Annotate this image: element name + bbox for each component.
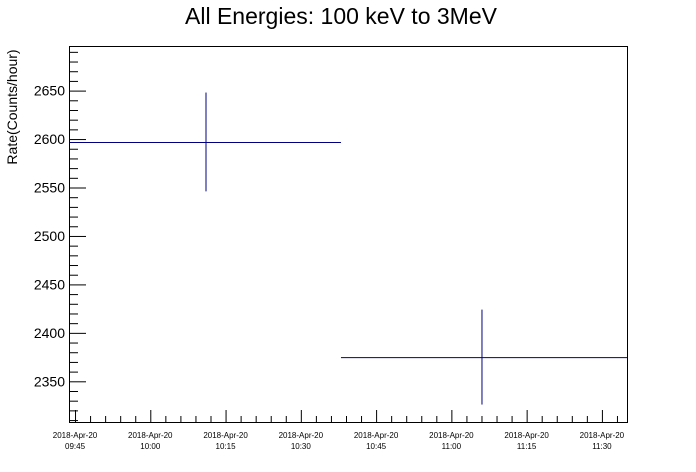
data-point bbox=[70, 92, 341, 192]
x-tick-label-time: 11:15 bbox=[517, 442, 537, 451]
y-tick-label: 2400 bbox=[34, 325, 65, 341]
x-tick-label-date: 2018-Apr-20 bbox=[354, 431, 399, 440]
y-tick-label: 2350 bbox=[34, 373, 65, 389]
plot-frame bbox=[69, 46, 628, 423]
chart-title: All Energies: 100 keV to 3MeV bbox=[185, 3, 498, 29]
y-tick-label: 2650 bbox=[34, 83, 65, 99]
y-tick-label: 2600 bbox=[34, 131, 65, 147]
x-tick-label-date: 2018-Apr-20 bbox=[203, 431, 248, 440]
x-tick-label-date: 2018-Apr-20 bbox=[429, 431, 474, 440]
x-tick-label-time: 10:30 bbox=[291, 442, 312, 451]
x-tick-label-time: 09:45 bbox=[65, 442, 86, 451]
x-axis: 2018-Apr-20 09:45 2018-Apr-20 10:00 2018-Apr… bbox=[53, 410, 625, 451]
x-tick-label-date: 2018-Apr-20 bbox=[504, 431, 549, 440]
x-tick-label-time: 10:15 bbox=[216, 442, 237, 451]
x-tick-label-time: 11:00 bbox=[442, 442, 462, 451]
y-axis: 2350 2400 2450 2500 2550 2600 2650 bbox=[34, 51, 86, 422]
y-axis-label: Rate(Counts/hour) bbox=[4, 49, 20, 164]
x-tick-label-date: 2018-Apr-20 bbox=[580, 431, 625, 440]
y-tick-label: 2450 bbox=[34, 276, 65, 292]
data-point bbox=[340, 309, 627, 405]
x-tick-label-time: 10:45 bbox=[366, 442, 387, 451]
y-tick-label: 2500 bbox=[34, 228, 65, 244]
x-tick-label-date: 2018-Apr-20 bbox=[128, 431, 173, 440]
series-group bbox=[70, 92, 627, 405]
x-tick-label-date: 2018-Apr-20 bbox=[53, 431, 98, 440]
x-tick-label-date: 2018-Apr-20 bbox=[279, 431, 324, 440]
x-tick-label-time: 11:30 bbox=[592, 442, 612, 451]
y-tick-label: 2550 bbox=[34, 180, 65, 196]
x-tick-label-time: 10:00 bbox=[140, 442, 161, 451]
